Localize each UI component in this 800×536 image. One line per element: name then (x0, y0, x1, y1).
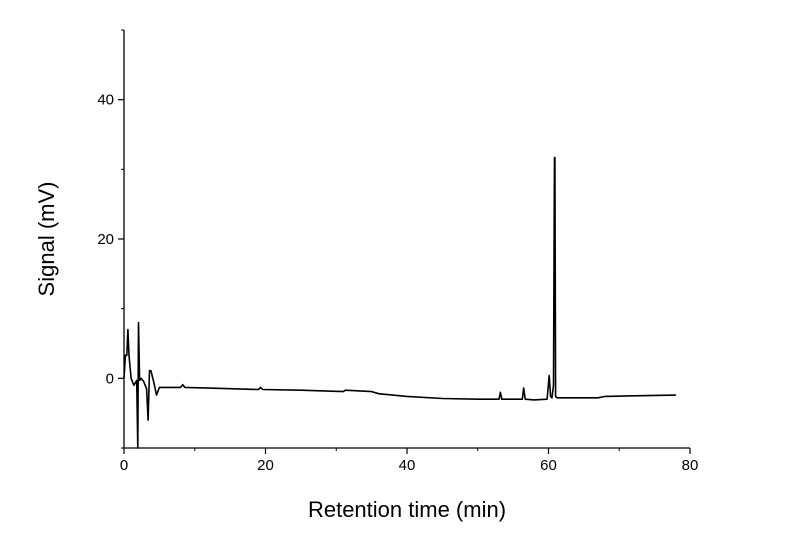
x-tick-label: 20 (257, 457, 274, 474)
x-tick-label: 60 (540, 457, 557, 474)
x-tick-label: 80 (682, 457, 699, 474)
x-tick-label: 40 (399, 457, 416, 474)
signal-trace (123, 156, 676, 449)
y-tick-label: 40 (97, 92, 114, 109)
x-tick-label: 0 (120, 457, 128, 474)
y-tick-label: 0 (106, 370, 114, 387)
axes: 0 20 40 60 80 0 20 40 (97, 29, 699, 474)
y-axis-label: Signal (mV) (34, 182, 59, 297)
x-axis-label: Retention time (min) (308, 497, 506, 522)
y-tick-label: 20 (97, 231, 114, 248)
